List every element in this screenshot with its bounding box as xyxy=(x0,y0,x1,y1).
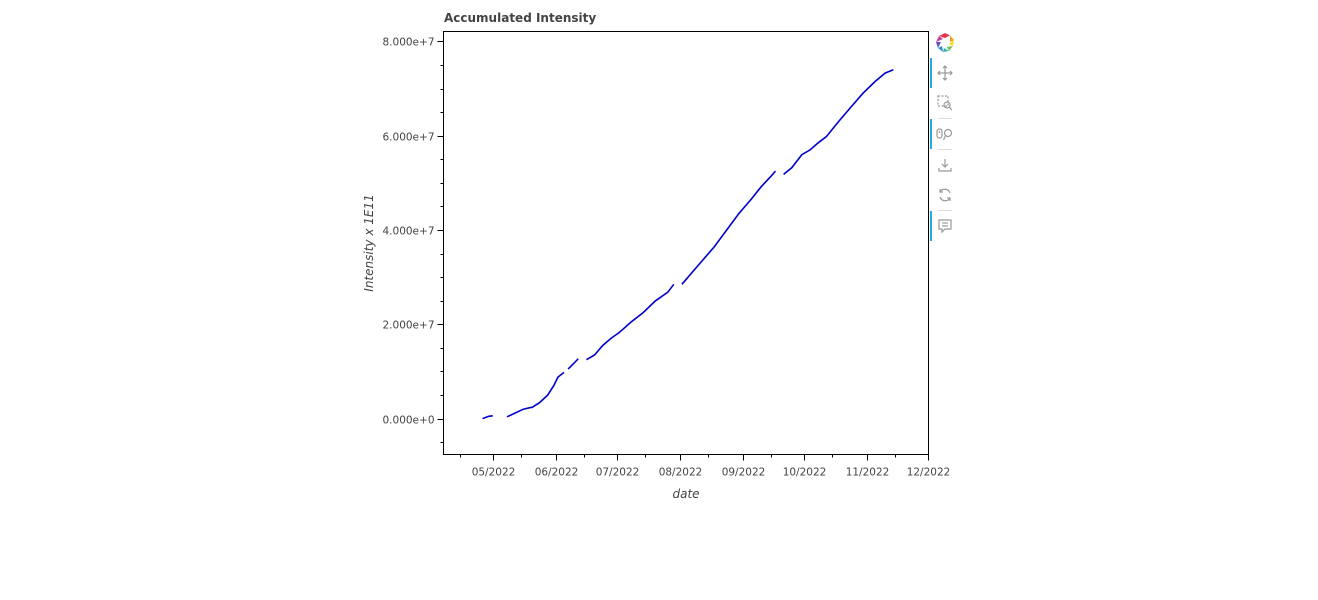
reset-tool[interactable] xyxy=(930,180,960,210)
x-tick-label: 12/2022 xyxy=(907,467,951,479)
x-axis-label: date xyxy=(672,487,699,501)
box-zoom-tool[interactable] xyxy=(930,88,960,118)
pan-tool[interactable] xyxy=(930,58,960,88)
hover-icon xyxy=(938,219,952,234)
series-line-segment xyxy=(567,358,579,370)
y-axis-label: Intensity x 1E11 xyxy=(362,194,376,291)
bokeh-logo-icon xyxy=(936,33,954,52)
bokeh-logo[interactable] xyxy=(930,28,960,58)
plot-area[interactable] xyxy=(443,31,929,455)
series-layer xyxy=(482,68,894,420)
x-tick-label: 09/2022 xyxy=(722,467,766,479)
chart-title: Accumulated Intensity xyxy=(444,11,596,25)
wheel-zoom-tool[interactable] xyxy=(930,119,960,149)
series-line-segment xyxy=(530,371,565,409)
series-line-segment xyxy=(506,406,532,418)
x-tick-label: 06/2022 xyxy=(535,467,579,479)
toolbar xyxy=(930,28,960,241)
x-tick-label: 05/2022 xyxy=(472,467,516,479)
toolbar-separator xyxy=(938,118,952,119)
x-axis: 05/2022 06/2022 07/2022 08/2022 09/2022 10/20… xyxy=(444,454,951,479)
series-line-segment xyxy=(783,68,894,176)
y-tick-label: 4.000e+7 xyxy=(383,226,435,238)
download-icon xyxy=(938,159,952,172)
y-tick-label: 6.000e+7 xyxy=(383,132,435,144)
reset-icon xyxy=(939,188,951,202)
x-tick-label: 10/2022 xyxy=(783,467,827,479)
toolbar-separator xyxy=(938,210,952,211)
move-icon xyxy=(937,65,953,81)
series-line-segment xyxy=(585,283,675,361)
y-tick-label: 2.000e+7 xyxy=(383,320,435,332)
y-tick-label: 0.000e+0 xyxy=(383,415,435,427)
x-tick-label: 08/2022 xyxy=(659,467,703,479)
y-tick-label: 8.000e+7 xyxy=(383,37,435,49)
box-zoom-icon xyxy=(937,95,953,111)
series-line-segment xyxy=(482,415,493,420)
save-tool[interactable] xyxy=(930,150,960,180)
toolbar-separator xyxy=(938,149,952,150)
y-axis: 0.000e+0 2.000e+7 4.000e+7 6.000e+7 8.000e+7 xyxy=(383,32,444,454)
wheel-zoom-icon xyxy=(936,128,953,141)
x-tick-label: 07/2022 xyxy=(596,467,640,479)
hover-tool[interactable] xyxy=(930,211,960,241)
series-line-segment xyxy=(681,170,777,285)
x-tick-label: 11/2022 xyxy=(846,467,890,479)
